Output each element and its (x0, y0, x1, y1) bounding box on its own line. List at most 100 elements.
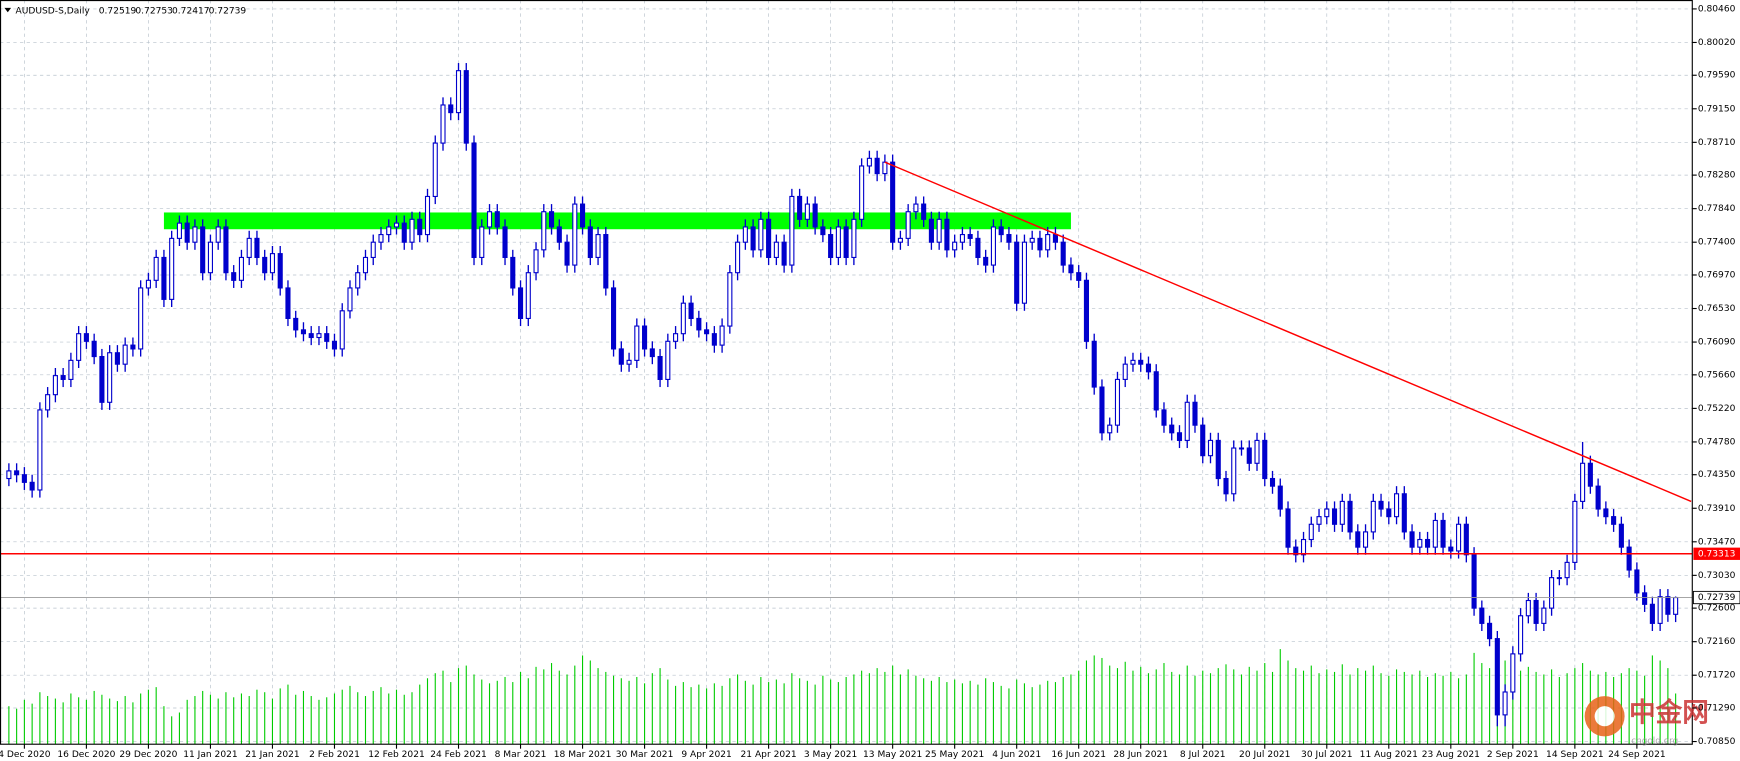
y-tick-label: 0.78710 (1698, 138, 1736, 148)
candle-body (1006, 234, 1012, 243)
candle-body (890, 161, 896, 243)
candle-body (238, 256, 245, 281)
x-tick-label: 24 Feb 2021 (430, 750, 487, 760)
candle-body (1432, 519, 1438, 548)
candle-body (130, 344, 136, 350)
candle-body (262, 256, 268, 274)
candle-body (1401, 493, 1407, 533)
candle-body (1192, 401, 1198, 426)
ohlc-high: 0.72753 (135, 7, 173, 17)
candle-body (45, 394, 51, 411)
y-tick-label: 0.76970 (1698, 270, 1736, 280)
candle-body (967, 234, 973, 239)
x-tick-label: 30 Jul 2021 (1301, 750, 1352, 760)
candle-body (897, 237, 903, 243)
candle-body (835, 226, 841, 259)
candle-body (114, 352, 120, 365)
x-tick-label: 24 Sep 2021 (1608, 750, 1666, 760)
candle-body (1494, 638, 1500, 716)
candle-body (1231, 447, 1237, 495)
candle-body (719, 325, 725, 346)
candle-body (595, 234, 601, 259)
candle-body (525, 272, 531, 319)
candle-body (696, 317, 702, 331)
x-tick-label: 11 Aug 2021 (1360, 750, 1418, 760)
candle-body (1300, 538, 1307, 556)
candle-body (936, 218, 942, 243)
candle-body (6, 470, 12, 480)
y-tick-label: 0.71290 (1698, 703, 1736, 713)
candle-body (401, 222, 407, 243)
candle-body (1618, 523, 1624, 548)
candle-body (355, 272, 361, 289)
candle-body (1045, 234, 1051, 251)
candle-body (60, 375, 66, 380)
watermark-logo-inner (1594, 706, 1615, 727)
candle-body (285, 287, 291, 319)
candle-body (176, 222, 182, 239)
candle-body (494, 211, 500, 228)
candle-body (634, 325, 640, 361)
x-tick-label: 11 Jan 2021 (183, 750, 237, 760)
x-tick-label: 12 Feb 2021 (368, 750, 425, 760)
x-tick-label: 16 Jun 2021 (1051, 750, 1106, 760)
candle-body (1184, 401, 1190, 441)
candle-body (486, 211, 493, 228)
candle-body (409, 218, 415, 243)
candle-body (37, 409, 43, 491)
candle-body (1176, 432, 1183, 441)
candle-body (99, 355, 105, 403)
candle-body (913, 203, 919, 213)
candle-body (1541, 607, 1547, 624)
candle-body (300, 329, 307, 335)
candle-body (1533, 599, 1539, 624)
candle-body (1657, 596, 1663, 624)
x-tick-label: 30 Mar 2021 (616, 750, 674, 760)
candle-body (1029, 237, 1035, 243)
candle-body (556, 226, 562, 243)
candle-body (424, 195, 431, 236)
candle-body (959, 234, 965, 243)
candle-body (1331, 508, 1338, 525)
candle-body (370, 241, 376, 259)
y-tick-label: 0.72160 (1698, 637, 1736, 647)
candle-body (618, 348, 624, 365)
candle-body (1603, 508, 1609, 518)
y-tick-label: 0.73910 (1698, 504, 1736, 514)
candle-body (1556, 577, 1562, 580)
candle-body (1076, 272, 1082, 281)
candle-body (975, 237, 981, 259)
x-tick-label: 8 Mar 2021 (495, 750, 547, 760)
candle-body (1138, 359, 1144, 365)
candle-body (254, 237, 260, 259)
y-tick-label: 0.73470 (1698, 537, 1736, 547)
candle-body (1580, 462, 1586, 502)
candle-body (1572, 500, 1578, 563)
candle-body (766, 218, 772, 259)
candle-body (231, 272, 237, 281)
menu-arrow (4, 7, 12, 13)
candle-body (1448, 546, 1454, 552)
x-tick-label: 16 Dec 2020 (57, 750, 115, 760)
candle-body (347, 287, 353, 312)
candle-body (921, 203, 927, 220)
candle-body (1277, 485, 1283, 510)
trendline (884, 161, 1692, 503)
candle-body (161, 256, 167, 300)
candle-body (378, 234, 384, 243)
candle-body (479, 226, 485, 259)
support-zone (163, 212, 1071, 230)
chart-title: AUDUSD-S,Daily (16, 7, 91, 17)
x-tick-label: 18 Mar 2021 (554, 750, 612, 760)
candle-body (665, 340, 671, 380)
candle-body (1378, 500, 1384, 510)
x-tick-label: 8 Jul 2021 (1180, 750, 1226, 760)
candle-body (642, 325, 648, 350)
candle-body (688, 302, 694, 319)
plot-layer (0, 63, 1693, 745)
candle-body (1169, 424, 1175, 434)
candle-body (138, 287, 144, 350)
candle-body (750, 226, 756, 251)
watermark: 中金网 cngold.org (1584, 696, 1709, 746)
